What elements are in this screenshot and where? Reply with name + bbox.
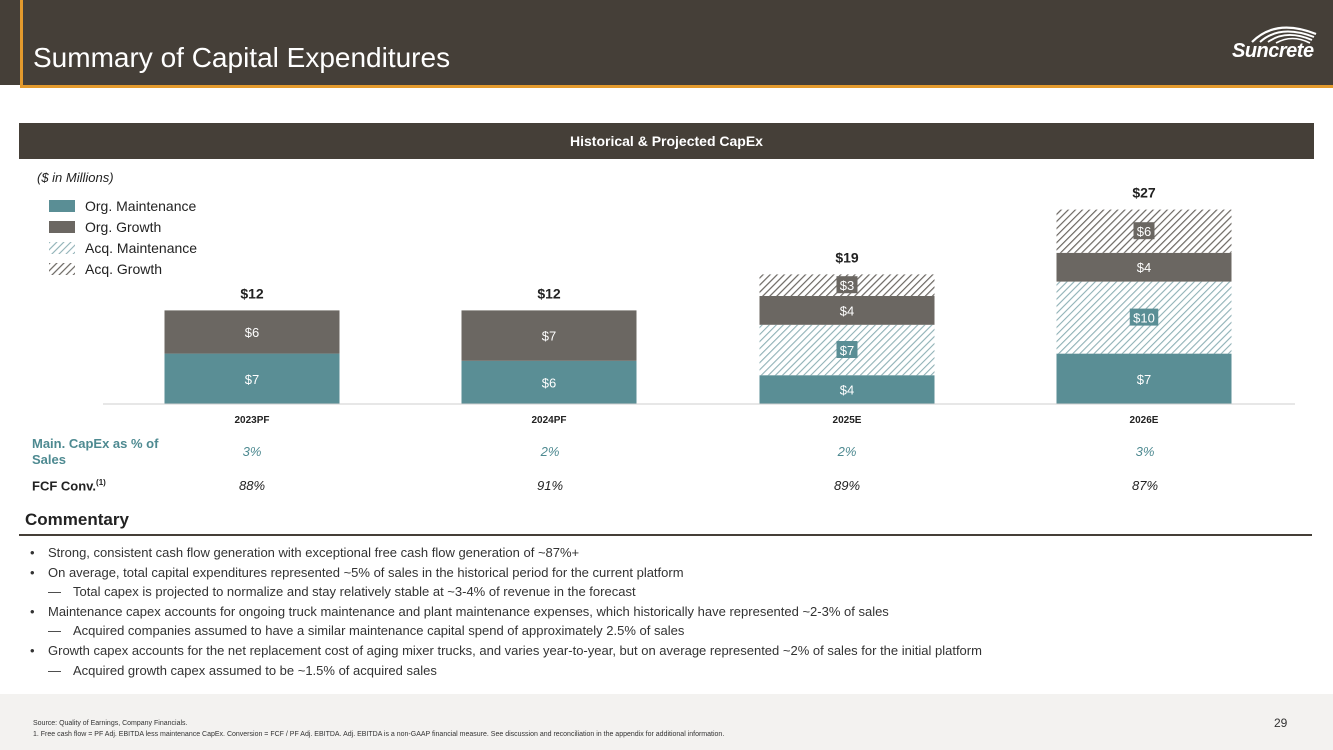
bar-segment-org-maintenance (164, 353, 340, 404)
list-item: • On average, total capital expenditures … (30, 563, 1310, 583)
bar-value-label: $7 (245, 372, 259, 387)
fcf-conv-label: FCF Conv.(1) (32, 478, 106, 493)
bullet-marker: • (30, 545, 35, 560)
bar-segment-org-maintenance (759, 375, 935, 404)
maint-capex-value: 3% (1135, 444, 1155, 459)
legend-item-acq-growth: Acq. Growth (49, 258, 197, 279)
legend-label: Acq. Maintenance (85, 239, 198, 256)
section-band: Historical & Projected CapEx (19, 123, 1314, 159)
list-item-text: Acquired companies assumed to have a sim… (73, 623, 685, 639)
legend-swatch-org-growth (49, 220, 75, 233)
capex-bar-chart: $7 $6 $12 2023PF $6 $7 $12 2024PF $4 $7 $4 $3 $19 202… (103, 185, 1295, 426)
legend-label: Org. Growth (85, 218, 162, 235)
source-note: Source: Quality of Earnings, Company Fin… (33, 720, 188, 727)
bar-segment-org-maintenance (461, 360, 637, 404)
bar-total-label: $27 (1132, 185, 1156, 201)
legend-item-org-maintenance: Org. Maintenance (49, 195, 197, 216)
bar-value-label: $4 (840, 383, 854, 398)
list-item: • Growth capex accounts for the net repla… (30, 641, 1310, 661)
legend-label: Acq. Growth (85, 260, 163, 277)
bar-label-bg (836, 276, 858, 294)
commentary-title: Commentary (25, 510, 129, 529)
bar-total-label: $12 (537, 285, 561, 301)
header-accent-line (20, 85, 1333, 88)
bullet-marker: • (30, 642, 35, 658)
bar-value-label: $7 (542, 329, 556, 344)
list-item-text: Strong, consistent cash flow generation … (48, 545, 580, 560)
fcf-conv-value: 88% (238, 478, 266, 493)
fcf-conv-value: 89% (833, 478, 861, 493)
bar-segment-org-growth (461, 310, 637, 361)
list-subitem: — Total capex is projected to normalize a… (30, 582, 1310, 602)
chart-legend: Org. Maintenance Org. Growth Acq. Mainte… (49, 195, 197, 279)
page-title: Summary of Capital Expenditures (33, 42, 451, 73)
list-subitem: — Acquired growth capex assumed to be ~1.… (30, 661, 1310, 681)
bullet-marker: • (30, 603, 35, 619)
bar-segment-org-growth (759, 296, 935, 325)
x-tick-label: 2025E (833, 415, 862, 426)
legend-swatch-org-maintenance (49, 199, 75, 212)
bar-total-label: $19 (835, 249, 859, 265)
bar-label-bg (1129, 308, 1159, 326)
list-item-text: Maintenance capex accounts for ongoing t… (48, 603, 889, 619)
list-item-text: On average, total capital expenditures r… (48, 564, 684, 580)
bar-value-label: $7 (1137, 372, 1151, 387)
logo-text: Suncrete (1232, 40, 1314, 62)
footnote-1: 1. Free cash flow = PF Adj. EBITDA less … (33, 731, 725, 738)
maint-capex-value: 3% (242, 444, 262, 459)
list-item: • Strong, consistent cash flow generation… (30, 543, 1310, 563)
bar-value-label: $4 (840, 303, 854, 318)
legend-swatch-acq-maintenance (49, 241, 75, 254)
bar-value-label: $7 (840, 343, 854, 358)
bar-label-bg (1133, 222, 1155, 240)
bar-label-bg (836, 341, 858, 358)
list-subitem: — Acquired companies assumed to have a si… (30, 621, 1310, 641)
list-item-text: Growth capex accounts for the net replac… (48, 642, 982, 658)
legend-item-org-growth: Org. Growth (49, 216, 197, 237)
legend-item-acq-maintenance: Acq. Maintenance (49, 237, 197, 258)
maint-capex-label: Main. CapEx as % of Sales (32, 436, 159, 467)
bullet-marker: • (30, 564, 35, 580)
header-accent-vertical (20, 0, 23, 88)
section-title: Historical & Projected CapEx (570, 133, 763, 149)
bar-value-label: $4 (1137, 260, 1151, 275)
units-label: ($ in Millions) (37, 170, 114, 185)
fcf-conv-label-text: FCF Conv. (32, 478, 97, 494)
list-item-text: Total capex is projected to normalize an… (73, 584, 636, 600)
bar-value-label: $6 (542, 375, 556, 390)
bar-segment-org-maintenance (1056, 353, 1232, 404)
suncrete-swoosh-icon (1251, 26, 1317, 44)
x-tick-label: 2026E (1130, 415, 1159, 426)
maint-capex-value: 2% (837, 444, 857, 459)
header-bar (0, 0, 1333, 85)
company-logo: Suncrete (1232, 22, 1324, 64)
bar-value-label: $10 (1133, 311, 1155, 326)
bar-value-label: $6 (1137, 224, 1151, 239)
list-item: • Maintenance capex accounts for ongoing … (30, 602, 1310, 622)
legend-label: Org. Maintenance (85, 197, 197, 214)
fcf-footnote-ref: (1) (96, 478, 106, 487)
fcf-conv-value: 87% (1131, 478, 1159, 493)
bar-value-label: $6 (245, 325, 259, 340)
bar-segment-org-growth (164, 310, 340, 354)
sub-bullet-marker: — (48, 662, 61, 678)
fcf-conv-value: 91% (536, 478, 564, 493)
bar-value-label: $3 (840, 278, 854, 293)
x-tick-label: 2023PF (234, 415, 269, 426)
legend-swatch-acq-growth (49, 262, 75, 275)
commentary-divider (19, 534, 1312, 536)
sub-bullet-marker: — (48, 584, 61, 600)
footer-band (0, 694, 1333, 750)
sub-bullet-marker: — (48, 623, 61, 639)
x-tick-label: 2024PF (531, 415, 566, 426)
list-item-text: Acquired growth capex assumed to be ~1.5… (73, 662, 437, 678)
page-number: 29 (1274, 716, 1288, 730)
maint-capex-value: 2% (540, 444, 560, 459)
commentary-list: • Strong, consistent cash flow generation… (30, 543, 1310, 680)
bar-segment-org-growth (1056, 252, 1232, 282)
bar-total-label: $12 (240, 285, 264, 301)
